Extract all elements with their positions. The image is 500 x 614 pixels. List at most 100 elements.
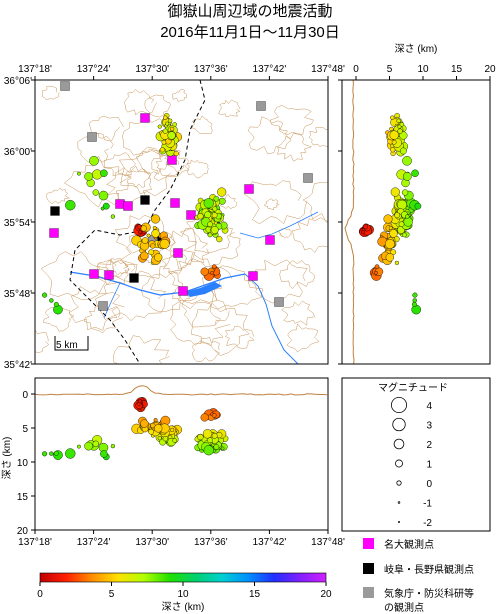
contour-line — [224, 325, 255, 349]
earthquake-marker — [217, 187, 227, 197]
scale-bar-label: 5 km — [56, 340, 78, 351]
earthquake-marker — [53, 450, 59, 456]
earthquake-marker — [92, 440, 99, 447]
earthquake-marker — [65, 448, 76, 459]
map-earthquakes — [42, 112, 229, 315]
station-legend-label-prefecture: 岐阜・長野県観測点 — [384, 563, 474, 576]
cross-depth-tick-label: 5 — [22, 424, 28, 435]
depth-tick-label: 10 — [417, 64, 429, 75]
contour-line — [247, 259, 308, 304]
earthquake-marker — [204, 211, 212, 219]
title-line-2: 2016年11月1日～11月30日 — [160, 24, 340, 41]
earthquake-marker — [399, 147, 407, 155]
earthquake-marker — [151, 214, 161, 224]
contour-line — [218, 99, 241, 117]
latitude-tick-label: 35°54' — [4, 218, 32, 229]
earthquake-marker — [399, 131, 408, 140]
earthquake-marker — [172, 122, 177, 127]
cross-section-ylabel: 深さ (km) — [1, 437, 13, 480]
colorbar-tick-label: 0 — [37, 589, 43, 600]
cross-longitude-tick-label: 137°24' — [77, 537, 111, 548]
earthquake-marker — [53, 301, 59, 307]
contour-line — [171, 89, 188, 102]
longitude-tick-label: 137°36' — [194, 64, 228, 75]
station-marker — [60, 81, 70, 91]
station-marker — [140, 113, 150, 123]
station-marker — [248, 271, 258, 281]
earthquake-marker — [152, 225, 157, 230]
contour-line — [41, 85, 60, 100]
contour-line — [243, 180, 308, 225]
earthquake-marker — [396, 118, 401, 123]
contour-line — [77, 132, 114, 163]
earthquake-marker — [148, 428, 155, 435]
latitude-tick-label: 36°00' — [4, 147, 32, 158]
station-marker — [98, 301, 108, 311]
earthquake-marker — [414, 202, 422, 210]
earthquake-marker — [161, 139, 167, 145]
earthquake-marker — [363, 224, 369, 230]
earthquake-marker — [398, 221, 405, 228]
contour-line — [302, 181, 328, 223]
contour-line — [118, 146, 179, 197]
station-marker — [170, 198, 180, 208]
contour-line — [168, 252, 233, 304]
contour-line — [43, 307, 75, 332]
earthquake-marker — [197, 433, 204, 441]
magnitude-legend-circle — [396, 480, 402, 486]
earthquake-marker — [411, 301, 417, 307]
station-marker — [265, 235, 275, 245]
river — [244, 273, 299, 364]
magnitude-legend-circle — [397, 501, 401, 504]
topography-profile-vertical — [344, 80, 355, 364]
earthquake-marker — [399, 122, 405, 127]
station-legend: 名大観測点 岐阜・長野県観測点 気象庁・防災科研等 の観測点 — [363, 538, 474, 614]
colorbar-gradient-bar — [39, 572, 327, 583]
earthquake-marker — [402, 232, 407, 238]
earthquake-marker — [84, 441, 93, 451]
map-stations — [49, 81, 313, 311]
contour-line — [119, 227, 177, 279]
earthquake-marker — [150, 243, 156, 249]
depth-tick-label: 5 — [387, 64, 393, 75]
earthquake-marker — [141, 237, 149, 244]
cross-section-frame — [34, 377, 329, 531]
earthquake-marker — [202, 429, 213, 439]
earthquake-marker — [200, 267, 209, 276]
latitude-tick-label: 36°06' — [4, 76, 32, 87]
contour-line — [286, 323, 320, 353]
contour-line — [95, 270, 167, 321]
rivers — [69, 211, 319, 364]
contour-line — [191, 115, 213, 135]
map-ticks: 137°18' 137°24' 137°30' 137°36' 137°42' 137°4… — [4, 64, 345, 371]
contour-line — [63, 155, 132, 208]
station-marker — [244, 184, 254, 194]
earthquake-marker — [159, 147, 165, 153]
cross-longitude-tick-label: 137°36' — [194, 537, 228, 548]
earthquake-marker — [216, 235, 223, 243]
magnitude-legend-items: 4 3 2 1 0 -1 -2 — [390, 396, 432, 529]
earthquake-marker — [148, 249, 155, 256]
cross-depth-tick-label: 15 — [17, 492, 29, 503]
earthquake-marker — [220, 446, 225, 451]
colorbar-tick-label: 20 — [320, 589, 332, 600]
station-marker — [256, 101, 266, 111]
earthquake-marker — [411, 169, 419, 177]
earthquake-marker — [213, 195, 220, 202]
contour-line — [113, 335, 170, 364]
earthquake-marker — [165, 121, 170, 126]
station-marker — [186, 210, 196, 220]
earthquake-marker — [401, 189, 409, 196]
contour-line — [68, 286, 125, 331]
station-marker — [123, 201, 133, 211]
station-marker — [178, 286, 188, 296]
cross-section-earthquakes — [42, 397, 229, 461]
station-marker — [104, 270, 114, 280]
contour-line — [124, 89, 158, 116]
map-panel: 137°18' 137°24' 137°30' 137°36' 137°42' 137°4… — [4, 64, 345, 371]
station-legend-label-jma-nied: 気象庁・防災科研等 — [384, 587, 474, 600]
river — [103, 282, 121, 319]
station-marker — [115, 199, 125, 209]
earthquake-marker — [140, 225, 147, 232]
